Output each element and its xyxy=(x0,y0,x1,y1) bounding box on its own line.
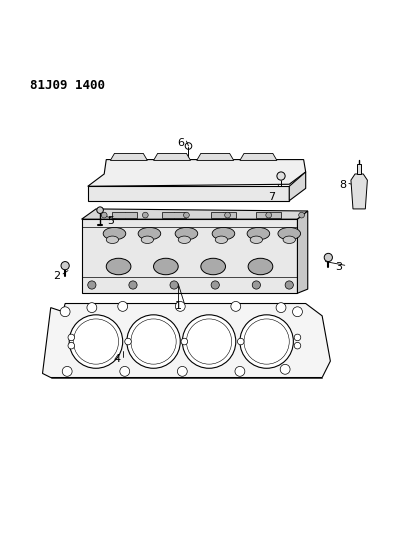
Circle shape xyxy=(60,307,70,317)
Circle shape xyxy=(224,212,230,218)
Circle shape xyxy=(142,212,148,218)
Text: 1: 1 xyxy=(174,301,181,311)
Circle shape xyxy=(182,315,235,368)
Circle shape xyxy=(61,262,69,270)
Text: 6: 6 xyxy=(176,138,183,148)
Polygon shape xyxy=(43,303,330,377)
Ellipse shape xyxy=(178,236,190,244)
Text: 4: 4 xyxy=(113,354,120,364)
Ellipse shape xyxy=(211,228,234,240)
Ellipse shape xyxy=(282,236,295,244)
Circle shape xyxy=(239,315,293,368)
Ellipse shape xyxy=(247,228,269,240)
Text: 2: 2 xyxy=(53,271,60,281)
Circle shape xyxy=(280,365,290,374)
Circle shape xyxy=(177,366,187,376)
Circle shape xyxy=(101,212,107,218)
Polygon shape xyxy=(297,211,307,293)
Ellipse shape xyxy=(106,259,131,274)
Circle shape xyxy=(275,303,285,312)
Circle shape xyxy=(294,342,300,349)
Bar xyxy=(256,212,280,219)
Circle shape xyxy=(298,212,304,218)
Circle shape xyxy=(237,338,243,345)
Bar xyxy=(161,212,186,219)
Polygon shape xyxy=(350,174,366,209)
Circle shape xyxy=(180,338,187,345)
Circle shape xyxy=(252,281,260,289)
Circle shape xyxy=(276,172,285,180)
Polygon shape xyxy=(196,154,233,160)
Polygon shape xyxy=(81,209,307,219)
Ellipse shape xyxy=(138,228,160,240)
Polygon shape xyxy=(153,154,190,160)
Circle shape xyxy=(69,315,122,368)
Circle shape xyxy=(124,338,131,345)
Circle shape xyxy=(285,281,293,289)
Circle shape xyxy=(87,303,97,312)
Ellipse shape xyxy=(103,228,126,240)
Circle shape xyxy=(117,302,127,311)
Bar xyxy=(211,212,235,219)
Text: 81J09 1400: 81J09 1400 xyxy=(30,79,105,92)
Ellipse shape xyxy=(175,228,197,240)
Circle shape xyxy=(97,207,103,213)
Polygon shape xyxy=(356,164,360,174)
Polygon shape xyxy=(289,172,305,201)
Circle shape xyxy=(292,307,301,317)
Polygon shape xyxy=(110,154,147,160)
Text: 5: 5 xyxy=(107,216,114,227)
Circle shape xyxy=(119,366,129,376)
Circle shape xyxy=(186,319,231,364)
Ellipse shape xyxy=(247,259,272,274)
Circle shape xyxy=(243,319,289,364)
Circle shape xyxy=(183,212,189,218)
Circle shape xyxy=(294,334,300,341)
Circle shape xyxy=(235,366,244,376)
Circle shape xyxy=(230,302,240,311)
Ellipse shape xyxy=(153,259,178,274)
Circle shape xyxy=(62,366,72,376)
Circle shape xyxy=(128,281,137,289)
Circle shape xyxy=(211,281,219,289)
Circle shape xyxy=(88,281,96,289)
Circle shape xyxy=(175,302,185,311)
Circle shape xyxy=(170,281,178,289)
Circle shape xyxy=(265,212,271,218)
Polygon shape xyxy=(88,159,305,187)
Polygon shape xyxy=(81,219,297,293)
Text: 8: 8 xyxy=(338,181,345,190)
Bar xyxy=(112,212,137,219)
Circle shape xyxy=(73,319,118,364)
Ellipse shape xyxy=(215,236,227,244)
Polygon shape xyxy=(239,154,276,160)
Circle shape xyxy=(323,253,332,262)
Text: 3: 3 xyxy=(334,262,341,272)
Polygon shape xyxy=(88,187,289,201)
Circle shape xyxy=(68,334,74,341)
Text: 7: 7 xyxy=(268,192,275,203)
Circle shape xyxy=(131,319,176,364)
Ellipse shape xyxy=(249,236,262,244)
Ellipse shape xyxy=(200,259,225,274)
Ellipse shape xyxy=(141,236,153,244)
Ellipse shape xyxy=(106,236,118,244)
Circle shape xyxy=(68,342,74,349)
Circle shape xyxy=(126,315,180,368)
Ellipse shape xyxy=(277,228,300,240)
